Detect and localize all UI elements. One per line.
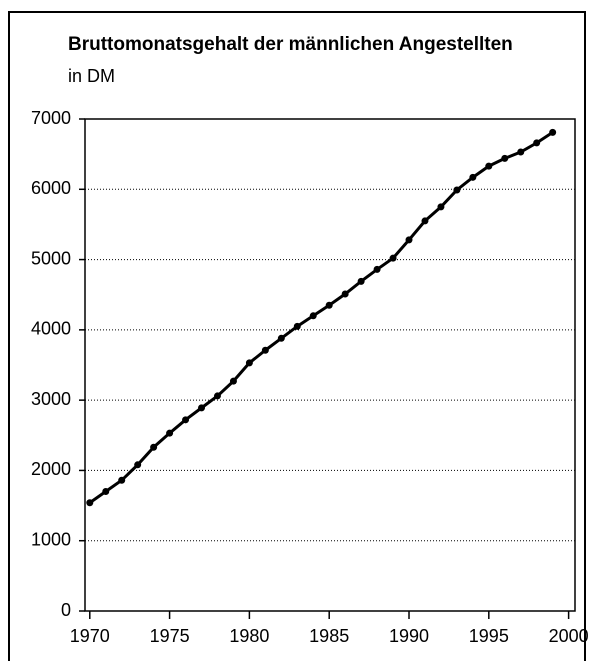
data-point	[118, 476, 126, 484]
data-point	[405, 236, 413, 244]
x-tick-label: 1975	[150, 626, 190, 646]
data-point	[517, 148, 525, 156]
data-point	[389, 254, 397, 262]
data-point	[213, 392, 221, 400]
data-point	[245, 359, 253, 367]
data-point	[485, 162, 493, 170]
data-point	[357, 277, 365, 285]
data-point	[421, 217, 429, 225]
data-point	[86, 499, 94, 507]
y-tick-label: 2000	[31, 459, 71, 479]
data-point	[293, 322, 301, 330]
chart-title: Bruttomonatsgehalt der männlichen Angest…	[68, 34, 513, 55]
x-tick-label: 1995	[469, 626, 509, 646]
data-point	[166, 429, 174, 437]
data-point	[229, 377, 237, 385]
x-tick-label: 1980	[229, 626, 269, 646]
y-tick-label: 5000	[31, 248, 71, 268]
data-point	[373, 265, 381, 273]
data-point	[182, 416, 190, 424]
data-point	[341, 290, 349, 298]
data-point	[437, 203, 445, 211]
data-point	[549, 128, 557, 136]
x-tick-label: 1970	[70, 626, 110, 646]
y-tick-label: 4000	[31, 319, 71, 339]
frame	[8, 11, 586, 661]
data-point	[277, 334, 285, 342]
data-point	[134, 461, 142, 469]
data-point	[261, 346, 269, 354]
chart-subtitle: in DM	[68, 66, 115, 86]
data-line	[88, 131, 554, 504]
y-tick-label: 3000	[31, 389, 71, 409]
data-point	[198, 404, 206, 412]
data-point	[150, 443, 158, 451]
y-tick-label: 0	[61, 600, 71, 620]
x-tick-label: 2000	[549, 626, 589, 646]
data-point	[325, 301, 333, 309]
data-point	[309, 312, 317, 320]
data-point	[453, 186, 461, 194]
data-point	[533, 139, 541, 147]
y-tick-label: 7000	[31, 108, 71, 128]
y-tick-label: 6000	[31, 178, 71, 198]
data-point	[469, 173, 477, 181]
y-tick-label: 1000	[31, 529, 71, 549]
data-point	[102, 488, 110, 496]
plot-area	[84, 118, 576, 612]
x-tick-label: 1990	[389, 626, 429, 646]
data-point	[501, 154, 509, 162]
x-tick-label: 1985	[309, 626, 349, 646]
